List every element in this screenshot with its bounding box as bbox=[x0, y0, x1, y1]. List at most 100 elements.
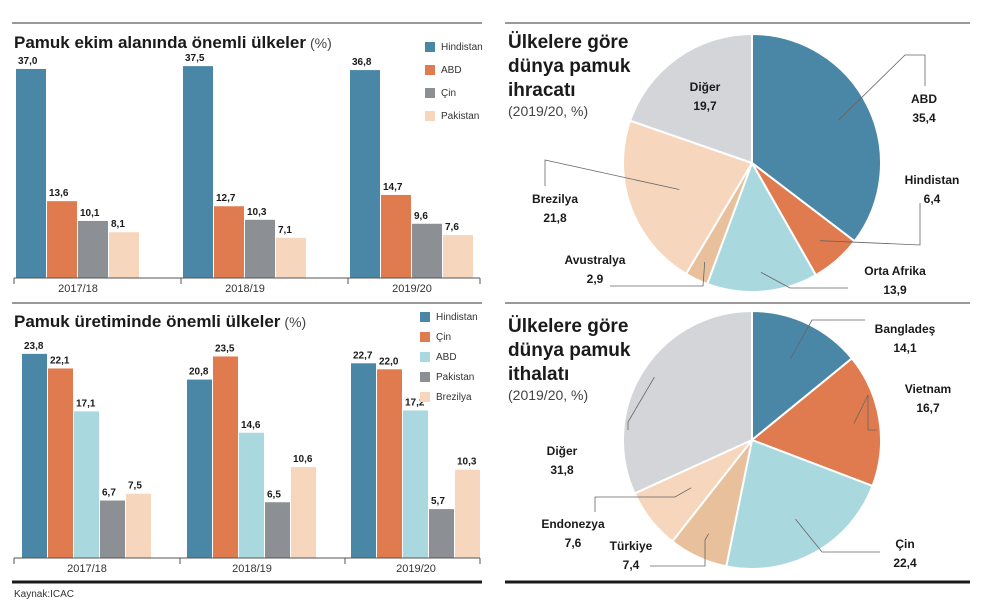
bar-value-label: 6,5 bbox=[267, 489, 281, 500]
pie-leader-line bbox=[819, 203, 921, 246]
bar-value-label: 37,0 bbox=[18, 56, 38, 67]
pie-slice-value: 35,4 bbox=[912, 111, 936, 125]
bar-chart-production: Pamuk üretiminde önemli ülkeler (%) 23,8 22… bbox=[13, 312, 481, 575]
bar-çin-2017-18 bbox=[48, 368, 73, 558]
bar-brezilya-2017-18 bbox=[126, 493, 151, 558]
pie-title-line: Ülkelere göre bbox=[508, 32, 628, 53]
bar-value-label: 7,6 bbox=[445, 222, 459, 233]
bar-brezilya-2018-19 bbox=[291, 467, 316, 558]
bar-abd-2017-18 bbox=[47, 201, 77, 278]
pie-slice-brezilya bbox=[622, 119, 754, 276]
bar-value-label: 10,1 bbox=[80, 208, 100, 219]
legend-label: Pakistan bbox=[441, 111, 479, 122]
bar-value-label: 37,5 bbox=[185, 53, 205, 64]
pie-slice-name: Diğer bbox=[547, 444, 578, 458]
bar-abd-2019-20 bbox=[403, 410, 428, 558]
pie-chart-exports: Ülkelere göre dünya pamuk ihracatı (2019/20… bbox=[508, 32, 959, 297]
pie-slice-name: Diğer bbox=[690, 80, 721, 94]
pie-slice-value: 13,9 bbox=[883, 283, 907, 297]
pie-leader-line bbox=[650, 533, 709, 567]
bar-çin-2017-18 bbox=[78, 220, 108, 278]
bar-value-label: 7,5 bbox=[128, 481, 142, 492]
legend-label: Çin bbox=[441, 88, 456, 99]
bar-hindistan-2018-19 bbox=[183, 66, 213, 278]
bar-abd-2018-19 bbox=[214, 206, 244, 278]
pie-slice-bangladeş bbox=[751, 309, 854, 443]
bar-value-label: 13,6 bbox=[49, 188, 69, 199]
bar-abd-2017-18 bbox=[74, 411, 99, 558]
pie-subtitle: (2019/20, %) bbox=[508, 103, 588, 119]
pie-title-line: ithalatı bbox=[508, 364, 569, 385]
bar-value-label: 10,6 bbox=[293, 454, 313, 465]
pie-slice-value: 7,6 bbox=[565, 536, 582, 550]
pie-slice-name: Brezilya bbox=[532, 192, 578, 206]
bar-value-label: 20,8 bbox=[189, 367, 209, 378]
bar-value-label: 23,5 bbox=[215, 343, 235, 354]
bar-pakistan-2019-20 bbox=[443, 235, 473, 278]
bar-value-label: 23,8 bbox=[24, 341, 44, 352]
category-label: 2017/18 bbox=[67, 563, 107, 575]
legend-swatch bbox=[420, 392, 430, 402]
pie-leader-line bbox=[838, 54, 926, 121]
pie-leader-line bbox=[790, 319, 865, 359]
bar-hindistan-2019-20 bbox=[351, 363, 376, 558]
bar-value-label: 36,8 bbox=[352, 57, 372, 68]
legend-label: Hindistan bbox=[436, 312, 478, 323]
bar-value-label: 17,1 bbox=[76, 398, 96, 409]
pie-leader-line bbox=[627, 376, 655, 430]
bar-value-label: 9,6 bbox=[414, 211, 428, 222]
chart-title: Pamuk ekim alanında önemli ülkeler (%) bbox=[14, 33, 332, 52]
bar-value-label: 22,0 bbox=[379, 356, 399, 367]
pie-slice-value: 31,8 bbox=[550, 463, 574, 477]
pie-leader-line bbox=[760, 271, 848, 289]
pie-slice-value: 19,7 bbox=[693, 99, 717, 113]
bar-pakistan-2018-19 bbox=[265, 502, 290, 558]
legend-swatch bbox=[425, 88, 435, 98]
pie-slice-abd bbox=[751, 32, 882, 243]
bar-abd-2018-19 bbox=[239, 432, 264, 558]
bar-value-label: 8,1 bbox=[111, 219, 125, 230]
pie-slice-name: Orta Afrika bbox=[864, 264, 926, 278]
pie-slice-value: 16,7 bbox=[916, 401, 940, 415]
bar-hindistan-2019-20 bbox=[350, 70, 380, 278]
pie-slice-value: 7,4 bbox=[623, 558, 640, 572]
pie-slice-value: 2,9 bbox=[587, 272, 604, 286]
legend-swatch bbox=[425, 65, 435, 75]
pie-slice-vietnam bbox=[750, 356, 882, 488]
pie-title-line: dünya pamuk bbox=[508, 340, 631, 361]
source-note: Kaynak:ICAC bbox=[14, 589, 74, 600]
legend-swatch bbox=[420, 372, 430, 382]
category-label: 2019/20 bbox=[396, 563, 436, 575]
pie-leader-line bbox=[544, 159, 680, 190]
bar-çin-2018-19 bbox=[213, 356, 238, 558]
chart-unit: (%) bbox=[284, 314, 306, 330]
legend-swatch bbox=[425, 42, 435, 52]
pie-slice-diğer bbox=[628, 32, 753, 165]
bar-value-label: 22,7 bbox=[353, 350, 373, 361]
bar-abd-2019-20 bbox=[381, 194, 411, 278]
pie-slice-name: Hindistan bbox=[905, 173, 960, 187]
pie-title-line: ihracatı bbox=[508, 80, 576, 101]
bar-çin-2018-19 bbox=[245, 219, 275, 278]
bar-value-label: 5,7 bbox=[431, 496, 445, 507]
pie-slice-çin bbox=[725, 438, 874, 570]
legend-label: Çin bbox=[436, 332, 451, 343]
pie-slice-name: Bangladeş bbox=[875, 322, 936, 336]
pie-leader-line bbox=[594, 487, 692, 512]
category-label: 2018/19 bbox=[232, 563, 272, 575]
legend-label: Hindistan bbox=[441, 42, 483, 53]
category-label: 2017/18 bbox=[58, 283, 98, 295]
bar-hindistan-2018-19 bbox=[187, 379, 212, 558]
legend-swatch bbox=[420, 332, 430, 342]
bar-çin-2019-20 bbox=[377, 369, 402, 558]
bar-chart-planting-area: Pamuk ekim alanında önemli ülkeler (%)37,… bbox=[13, 33, 483, 295]
bar-pakistan-2018-19 bbox=[276, 237, 306, 278]
bar-pakistan-2017-18 bbox=[109, 232, 139, 278]
bar-hindistan-2017-18 bbox=[22, 353, 47, 558]
category-label: 2018/19 bbox=[225, 283, 265, 295]
pie-slice-value: 14,1 bbox=[893, 341, 917, 355]
pie-slice-name: ABD bbox=[911, 92, 937, 106]
pie-chart-imports: Ülkelere göre dünya pamuk ithalatı (2019/20… bbox=[508, 309, 951, 572]
pie-slice-name: Endonezya bbox=[541, 517, 605, 531]
pie-title-line: Ülkelere göre bbox=[508, 316, 628, 337]
